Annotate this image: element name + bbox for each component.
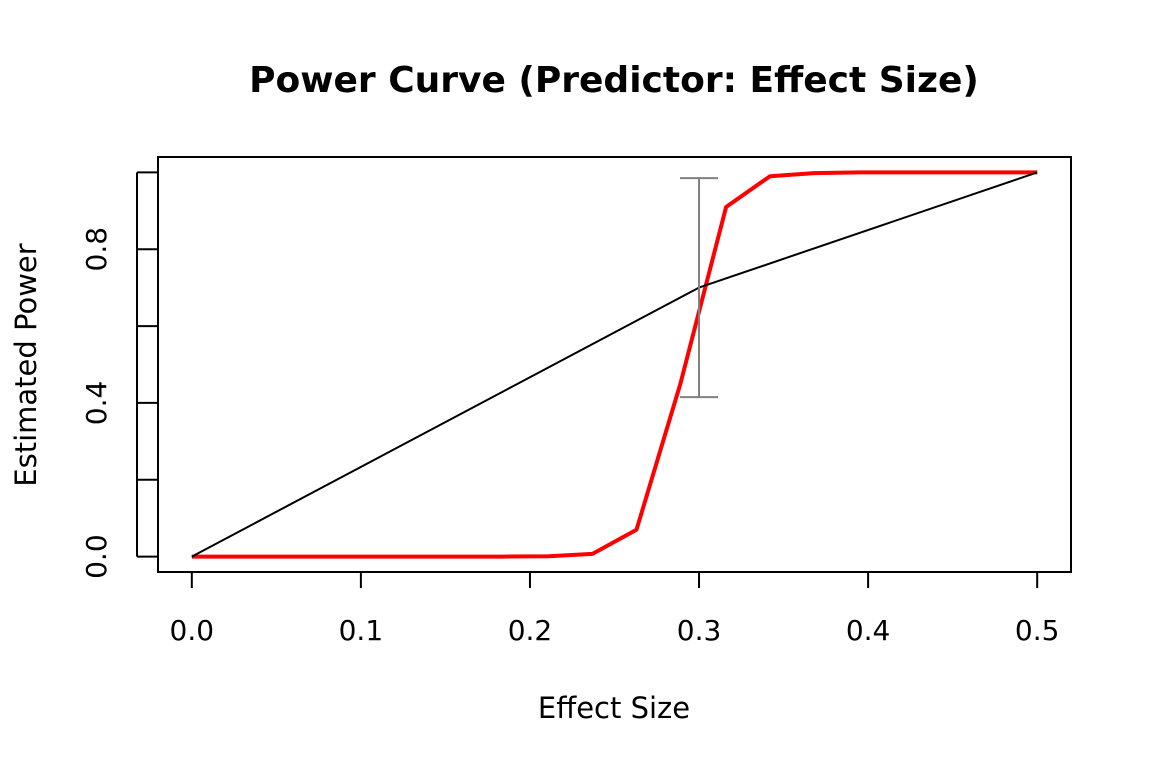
- series-layer: [191, 170, 1038, 559]
- x-axis-label: Effect Size: [538, 691, 690, 725]
- y-tick-label-0: 0.0: [80, 534, 113, 579]
- series-line-0: [191, 170, 1038, 559]
- chart-title: Power Curve (Predictor: Effect Size): [249, 60, 979, 101]
- x-tick-label-3: 0.3: [677, 614, 722, 647]
- error-bar-layer: [680, 177, 719, 399]
- y-tick-label-2: 0.4: [80, 381, 113, 426]
- plot-frame: [157, 156, 1072, 573]
- y-axis: 0.0 0.4 0.8: [80, 171, 158, 579]
- y-axis-label: Estimated Power: [9, 243, 43, 486]
- x-tick-label-5: 0.5: [1015, 614, 1060, 647]
- y-tick-label-4: 0.8: [80, 227, 113, 272]
- x-tick-label-0: 0.0: [170, 614, 215, 647]
- x-tick-label-4: 0.4: [846, 614, 891, 647]
- series-line-1: [191, 171, 1038, 558]
- x-tick-label-1: 0.1: [339, 614, 384, 647]
- error-bar-0: [680, 177, 719, 399]
- x-axis: 0.0 0.1 0.2 0.3 0.4 0.5: [170, 571, 1060, 647]
- x-tick-label-2: 0.2: [508, 614, 553, 647]
